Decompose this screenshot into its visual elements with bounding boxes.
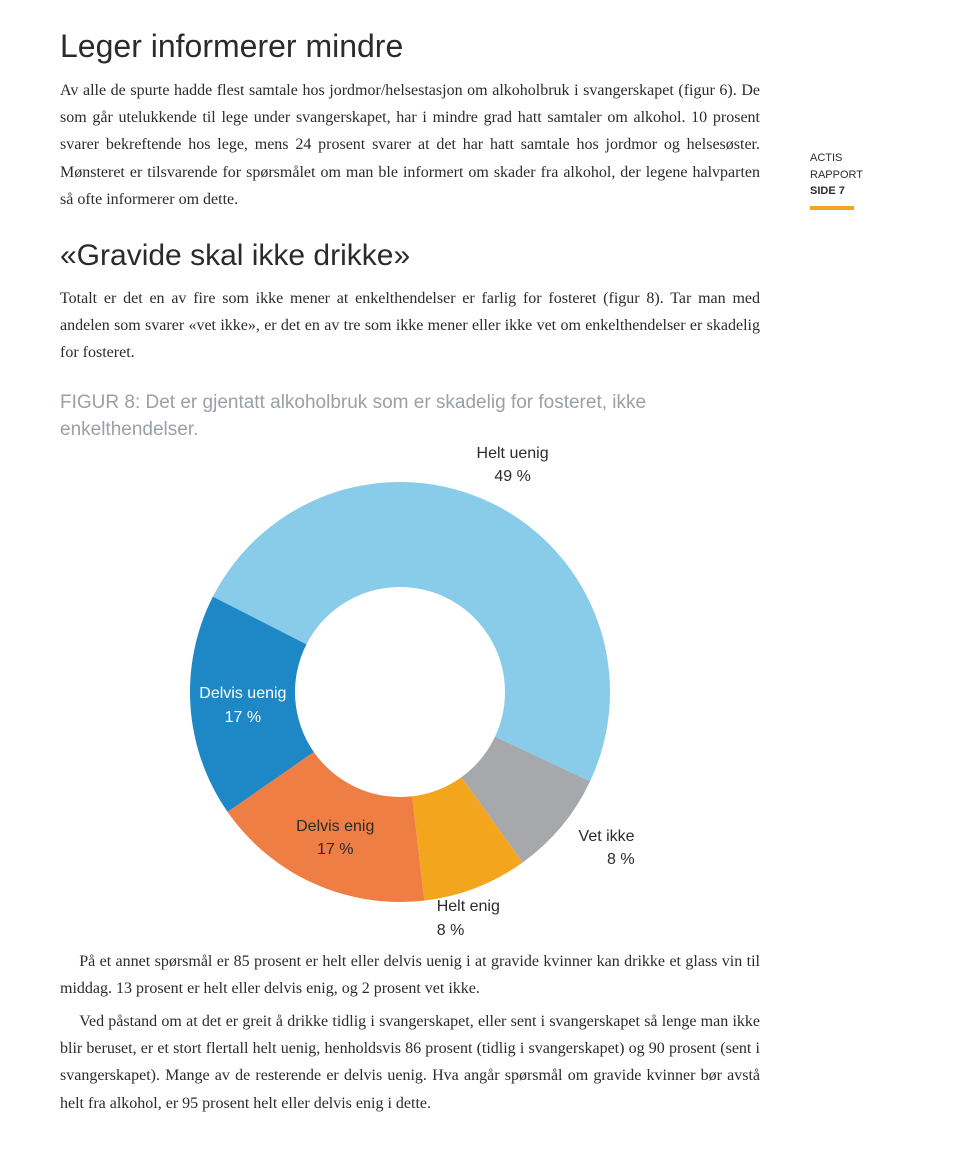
figure8-chart: Helt uenig49 %Vet ikke8 %Helt enig8 %Del… bbox=[170, 462, 630, 922]
section1-title: Leger informerer mindre bbox=[60, 28, 760, 65]
section2-title: «Gravide skal ikke drikke» bbox=[60, 239, 760, 273]
pie-label-delvis-enig: Delvis enig17 % bbox=[285, 815, 385, 861]
sidebar-line-2: RAPPORT bbox=[810, 167, 900, 184]
sidebar-note: ACTIS RAPPORT SIDE 7 bbox=[810, 150, 900, 210]
section3-para1: På et annet spørsmål er 85 prosent er he… bbox=[60, 948, 760, 1002]
pie-label-helt-uenig: Helt uenig49 % bbox=[463, 442, 563, 488]
pie-label-delvis-uenig: Delvis uenig17 % bbox=[193, 682, 293, 728]
section2-para: Totalt er det en av fire som ikke mener … bbox=[60, 285, 760, 367]
sidebar-line-3: SIDE 7 bbox=[810, 183, 900, 200]
sidebar-rule bbox=[810, 206, 854, 210]
footer-text-block: På et annet spørsmål er 85 prosent er he… bbox=[60, 948, 760, 1117]
pie-label-helt-enig: Helt enig8 % bbox=[437, 895, 537, 941]
figure8-caption: FIGUR 8: Det er gjentatt alkoholbruk som… bbox=[60, 389, 760, 444]
sidebar-line-1: ACTIS bbox=[810, 150, 900, 167]
main-column: Leger informerer mindre Av alle de spurt… bbox=[60, 28, 760, 1117]
page: ACTIS RAPPORT SIDE 7 Leger informerer mi… bbox=[60, 28, 900, 1117]
pie-label-vet-ikke: Vet ikke8 % bbox=[535, 825, 635, 871]
section1-para: Av alle de spurte hadde flest samtale ho… bbox=[60, 77, 760, 213]
section3-para2: Ved påstand om at det er greit å drikke … bbox=[60, 1008, 760, 1117]
